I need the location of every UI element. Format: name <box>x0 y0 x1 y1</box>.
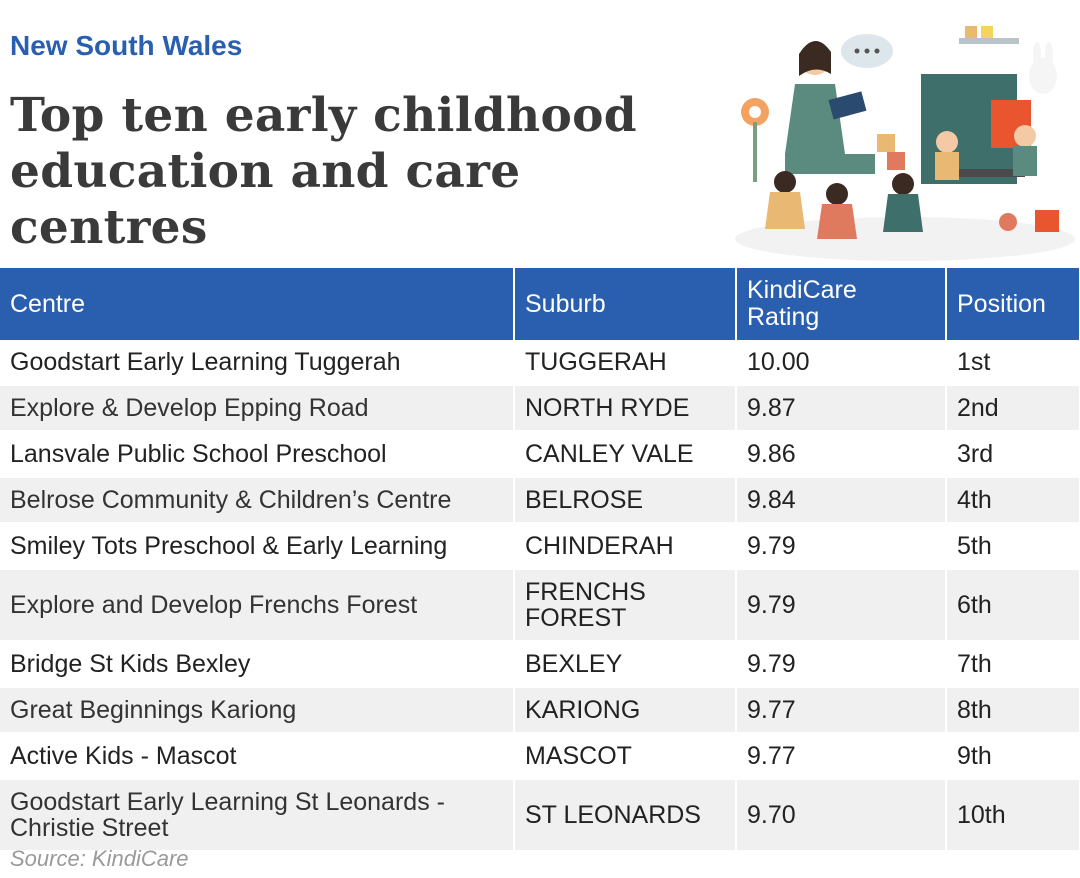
suburb-cell: CANLEY VALE <box>514 431 737 478</box>
rating-cell: 9.86 <box>736 431 947 478</box>
suburb-cell: ST LEONARDS <box>514 779 737 852</box>
table-header-row: Centre Suburb KindiCare Rating Position <box>0 268 1080 340</box>
suburb-cell: MASCOT <box>514 733 737 780</box>
rating-cell: 9.70 <box>736 779 947 852</box>
suburb-cell: TUGGERAH <box>514 340 737 386</box>
position-cell: 8th <box>946 687 1080 734</box>
position-cell: 3rd <box>946 431 1080 478</box>
position-cell: 6th <box>946 569 1080 642</box>
region-label: New South Wales <box>10 30 243 61</box>
table-body: Goodstart Early Learning Tuggerah TUGGERA… <box>0 340 1080 852</box>
centre-cell: Active Kids - Mascot <box>0 733 515 780</box>
suburb-cell: NORTH RYDE <box>514 385 737 432</box>
suburb-cell: CHINDERAH <box>514 523 737 570</box>
centre-cell: Explore & Develop Epping Road <box>0 385 515 432</box>
suburb-cell: KARIONG <box>514 687 737 734</box>
position-cell: 10th <box>946 779 1080 852</box>
rating-cell: 9.87 <box>736 385 947 432</box>
table-row: Goodstart Early Learning St Leonards - C… <box>0 779 1080 852</box>
source-note: Source: KindiCare <box>10 846 189 871</box>
centre-cell: Belrose Community & Children’s Centre <box>0 477 515 524</box>
centre-cell: Bridge St Kids Bexley <box>0 641 515 688</box>
rankings-table: Centre Suburb KindiCare Rating Position … <box>0 268 1080 852</box>
suburb-cell: FRENCHS FOREST <box>514 569 737 642</box>
table-row: Goodstart Early Learning Tuggerah TUGGERA… <box>0 340 1080 386</box>
table-row: Explore and Develop Frenchs Forest FRENCH… <box>0 569 1080 642</box>
centre-cell: Smiley Tots Preschool & Early Learning <box>0 523 515 570</box>
centre-cell: Great Beginnings Kariong <box>0 687 515 734</box>
column-header-suburb: Suburb <box>514 268 737 340</box>
table-row: Smiley Tots Preschool & Early Learning CH… <box>0 523 1080 570</box>
suburb-cell: BEXLEY <box>514 641 737 688</box>
rating-cell: 9.77 <box>736 687 947 734</box>
position-cell: 4th <box>946 477 1080 524</box>
table-row: Lansvale Public School Preschool CANLEY V… <box>0 431 1080 478</box>
column-header-centre: Centre <box>0 268 515 340</box>
rating-cell: 9.79 <box>736 523 947 570</box>
centre-cell: Lansvale Public School Preschool <box>0 431 515 478</box>
teacher-reading-to-children-illustration <box>735 26 1075 261</box>
table-row: Active Kids - Mascot MASCOT 9.77 9th <box>0 733 1080 780</box>
column-header-position: Position <box>946 268 1080 340</box>
centre-cell: Goodstart Early Learning St Leonards - C… <box>0 779 515 852</box>
table-row: Belrose Community & Children’s Centre BEL… <box>0 477 1080 524</box>
rating-cell: 10.00 <box>736 340 947 386</box>
table-row: Great Beginnings Kariong KARIONG 9.77 8th <box>0 687 1080 734</box>
rating-cell: 9.77 <box>736 733 947 780</box>
page-title: Top ten early childhood education and ca… <box>10 88 637 255</box>
position-cell: 5th <box>946 523 1080 570</box>
position-cell: 2nd <box>946 385 1080 432</box>
position-cell: 9th <box>946 733 1080 780</box>
table-row: Explore & Develop Epping Road NORTH RYDE 9… <box>0 385 1080 432</box>
centre-cell: Explore and Develop Frenchs Forest <box>0 569 515 642</box>
column-header-rating: KindiCare Rating <box>736 268 947 340</box>
position-cell: 1st <box>946 340 1080 386</box>
table-row: Bridge St Kids Bexley BEXLEY 9.79 7th <box>0 641 1080 688</box>
rating-cell: 9.79 <box>736 641 947 688</box>
centre-cell: Goodstart Early Learning Tuggerah <box>0 340 515 386</box>
rating-cell: 9.79 <box>736 569 947 642</box>
suburb-cell: BELROSE <box>514 477 737 524</box>
rating-cell: 9.84 <box>736 477 947 524</box>
position-cell: 7th <box>946 641 1080 688</box>
